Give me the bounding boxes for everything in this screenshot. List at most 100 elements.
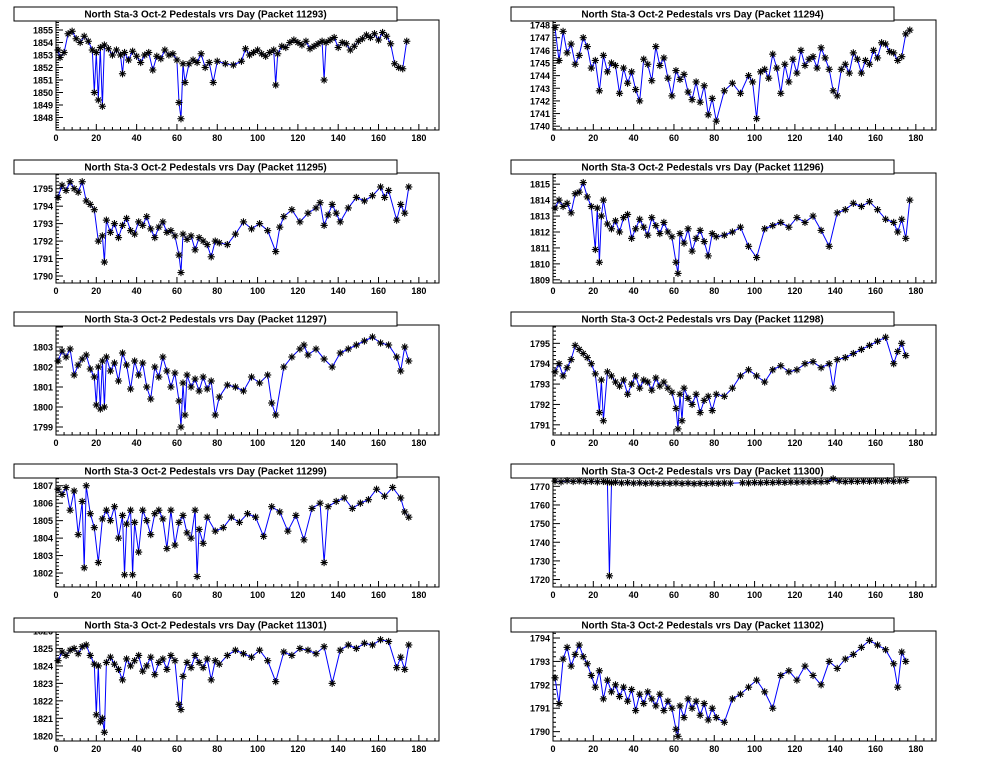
data-point [607, 372, 616, 380]
y-tick-label: 1793 [33, 219, 53, 229]
data-point [761, 225, 769, 233]
data-point [817, 478, 825, 486]
data-point [668, 92, 676, 100]
data-point [821, 54, 829, 62]
y-tick-label: 1740 [530, 538, 550, 548]
data-point [668, 388, 676, 396]
data-point [728, 228, 737, 236]
x-tick-label: 40 [132, 744, 142, 754]
data-point [385, 341, 393, 349]
y-tick-label: 1720 [530, 575, 550, 585]
data-point [628, 68, 636, 76]
data-point [890, 49, 898, 57]
data-point [551, 23, 559, 32]
data-point [290, 36, 298, 44]
data-point [720, 87, 728, 95]
x-tick-label: 60 [669, 286, 679, 296]
x-tick-label: 180 [411, 744, 426, 754]
data-point [161, 46, 169, 54]
data-point [157, 55, 165, 63]
y-tick-label: 1799 [33, 423, 53, 433]
data-point [597, 212, 605, 220]
data-point [563, 477, 571, 485]
data-point [563, 199, 571, 207]
data-point [114, 377, 123, 385]
data-point [801, 61, 809, 70]
data-point [255, 220, 264, 228]
data-point [575, 51, 583, 60]
data-point [167, 651, 175, 660]
title-box [510, 159, 895, 175]
data-point [676, 229, 684, 238]
data-point [632, 225, 640, 233]
x-tick-label: 180 [908, 438, 923, 448]
y-tick-label: 1825 [33, 644, 53, 654]
y-tick-label: 1793 [530, 380, 550, 390]
data-point [763, 478, 771, 487]
x-tick-label: 0 [53, 744, 58, 754]
data-point [781, 478, 789, 487]
data-point [611, 478, 620, 486]
data-point [571, 650, 579, 659]
data-point [143, 662, 151, 670]
data-point [288, 206, 296, 214]
data-point [684, 394, 692, 402]
data-point [352, 193, 360, 202]
data-point [551, 368, 559, 376]
data-point [135, 548, 143, 556]
data-point [630, 479, 638, 487]
data-point [676, 390, 684, 398]
data-point [122, 520, 131, 528]
data-point [126, 385, 135, 393]
data-point [607, 59, 616, 67]
data-point [785, 78, 793, 86]
data-point [605, 572, 614, 580]
data-point [231, 646, 240, 654]
x-tick-label: 20 [91, 590, 101, 600]
data-point [865, 60, 874, 68]
y-tick-label: 1852 [33, 63, 53, 73]
data-point [312, 650, 320, 658]
y-tick-label: 1743 [530, 84, 550, 94]
data-point [672, 479, 680, 487]
data-point [328, 679, 336, 687]
x-tick-label: 0 [550, 286, 555, 296]
data-point [167, 227, 175, 235]
data-point [688, 96, 696, 104]
data-point [873, 54, 882, 62]
data-point [60, 48, 68, 57]
data-point [231, 383, 240, 391]
data-point [163, 367, 171, 375]
data-point [344, 345, 352, 353]
data-point [249, 48, 258, 57]
x-tick-label: 140 [828, 438, 843, 448]
x-tick-label: 60 [669, 438, 679, 448]
data-point [102, 353, 110, 361]
data-point [258, 50, 266, 58]
data-point [569, 477, 577, 486]
data-point [286, 38, 294, 47]
plot-frame [55, 19, 440, 131]
data-point [587, 64, 595, 72]
x-tick-label: 180 [411, 133, 426, 143]
data-point [894, 228, 902, 236]
data-point [775, 478, 783, 486]
data-point [902, 351, 910, 360]
data-point [314, 40, 322, 48]
x-tick-label: 160 [868, 744, 883, 754]
data-point [674, 269, 682, 278]
data-point [752, 253, 761, 262]
data-point [131, 230, 139, 238]
data-point [801, 360, 809, 368]
data-point [595, 258, 603, 266]
data-point [86, 510, 94, 518]
chart-title: North Sta-3 Oct-2 Pedestals vrs Day (Pac… [84, 467, 326, 478]
data-point [187, 664, 195, 672]
data-point [849, 650, 857, 659]
data-point [898, 215, 906, 223]
x-tick-label: 100 [747, 438, 762, 448]
data-point [54, 357, 62, 365]
data-point [619, 64, 628, 72]
data-point [696, 408, 704, 417]
x-tick-label: 40 [629, 286, 639, 296]
